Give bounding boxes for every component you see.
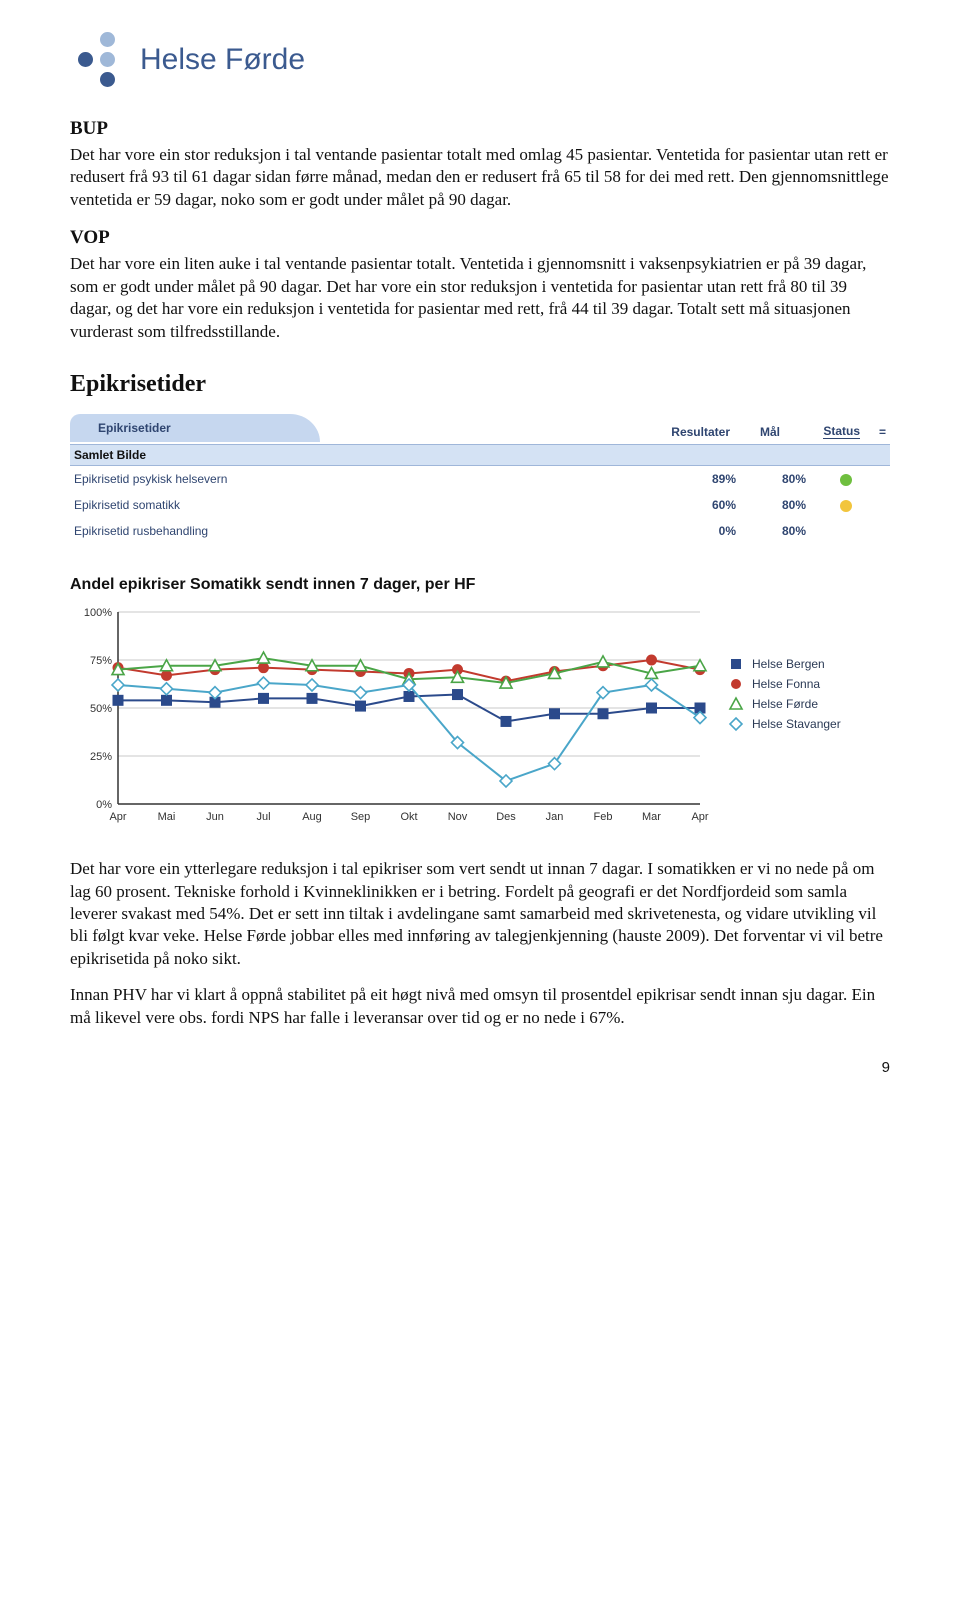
logo-text: Helse Førde bbox=[140, 43, 305, 77]
table-row: Epikrisetid rusbehandling0%80% bbox=[70, 518, 890, 544]
svg-text:Apr: Apr bbox=[691, 811, 708, 823]
svg-text:Sep: Sep bbox=[351, 811, 371, 823]
svg-text:Jan: Jan bbox=[546, 811, 564, 823]
chart-plot: 0% 25% 50% 75% 100% Apr Mai Jun Jul Aug Sep Okt Nov D… bbox=[70, 602, 710, 832]
svg-text:Jul: Jul bbox=[256, 811, 270, 823]
heading-vop: VOP bbox=[70, 227, 890, 249]
row-goal: 80% bbox=[736, 498, 806, 512]
svg-text:Okt: Okt bbox=[400, 811, 417, 823]
row-result: 0% bbox=[656, 524, 736, 538]
svg-text:Apr: Apr bbox=[109, 811, 126, 823]
table-group: Samlet Bilde bbox=[70, 444, 890, 466]
table-tab: Epikrisetider bbox=[70, 414, 320, 442]
col-goal: Mål bbox=[760, 425, 780, 439]
logo-dot bbox=[100, 52, 115, 67]
svg-text:50%: 50% bbox=[90, 703, 112, 715]
logo-dot bbox=[100, 32, 115, 47]
legend-item: Helse Stavanger bbox=[728, 716, 841, 732]
table-columns: Resultater Mål bbox=[671, 425, 780, 439]
svg-text:25%: 25% bbox=[90, 751, 112, 763]
svg-text:0%: 0% bbox=[96, 799, 112, 811]
svg-text:Mai: Mai bbox=[158, 811, 176, 823]
paragraph-epi-1: Det har vore ein ytterlegare reduksjon i… bbox=[70, 858, 890, 970]
legend-item: Helse Førde bbox=[728, 696, 841, 712]
row-result: 60% bbox=[656, 498, 736, 512]
legend-label: Helse Førde bbox=[752, 697, 818, 711]
col-status: Status bbox=[823, 424, 860, 439]
table-row: Epikrisetid psykisk helsevern89%80% bbox=[70, 466, 890, 492]
chart-legend: Helse Bergen Helse Fonna Helse Førde Helse … bbox=[728, 652, 841, 736]
row-goal: 80% bbox=[736, 472, 806, 486]
svg-text:Feb: Feb bbox=[594, 811, 613, 823]
heading-epikrisetider: Epikrisetider bbox=[70, 371, 890, 398]
row-result: 89% bbox=[656, 472, 736, 486]
row-goal: 80% bbox=[736, 524, 806, 538]
legend-item: Helse Fonna bbox=[728, 676, 841, 692]
logo-mark bbox=[70, 30, 130, 90]
chart-epikriser: Andel epikriser Somatikk sendt innen 7 d… bbox=[70, 576, 890, 832]
svg-text:75%: 75% bbox=[90, 655, 112, 667]
paragraph-bup: Det har vore ein stor reduksjon i tal ve… bbox=[70, 144, 890, 211]
logo: Helse Førde bbox=[70, 30, 890, 90]
row-status bbox=[806, 498, 886, 512]
col-result: Resultater bbox=[671, 425, 730, 439]
legend-label: Helse Stavanger bbox=[752, 717, 841, 731]
legend-label: Helse Fonna bbox=[752, 677, 820, 691]
svg-text:Jun: Jun bbox=[206, 811, 224, 823]
table-row: Epikrisetid somatikk60%80% bbox=[70, 492, 890, 518]
heading-bup: BUP bbox=[70, 118, 890, 140]
row-label: Epikrisetid rusbehandling bbox=[74, 524, 656, 538]
svg-text:100%: 100% bbox=[84, 607, 112, 619]
svg-text:Mar: Mar bbox=[642, 811, 661, 823]
row-label: Epikrisetid psykisk helsevern bbox=[74, 472, 656, 486]
row-label: Epikrisetid somatikk bbox=[74, 498, 656, 512]
table-header: Epikrisetider Resultater Mål Status = bbox=[70, 412, 890, 442]
svg-text:Nov: Nov bbox=[448, 811, 468, 823]
legend-item: Helse Bergen bbox=[728, 656, 841, 672]
epikrisetider-table: Epikrisetider Resultater Mål Status = Sa… bbox=[70, 412, 890, 544]
paragraph-vop: Det har vore ein liten auke i tal ventan… bbox=[70, 253, 890, 343]
chart-title: Andel epikriser Somatikk sendt innen 7 d… bbox=[70, 576, 890, 594]
page-number: 9 bbox=[70, 1059, 890, 1076]
logo-dot bbox=[100, 72, 115, 87]
legend-label: Helse Bergen bbox=[752, 657, 825, 671]
svg-text:Aug: Aug bbox=[302, 811, 322, 823]
paragraph-epi-2: Innan PHV har vi klart å oppnå stabilite… bbox=[70, 984, 890, 1029]
logo-dot bbox=[78, 52, 93, 67]
row-status bbox=[806, 472, 886, 486]
col-eq: = bbox=[879, 425, 886, 439]
svg-text:Des: Des bbox=[496, 811, 516, 823]
